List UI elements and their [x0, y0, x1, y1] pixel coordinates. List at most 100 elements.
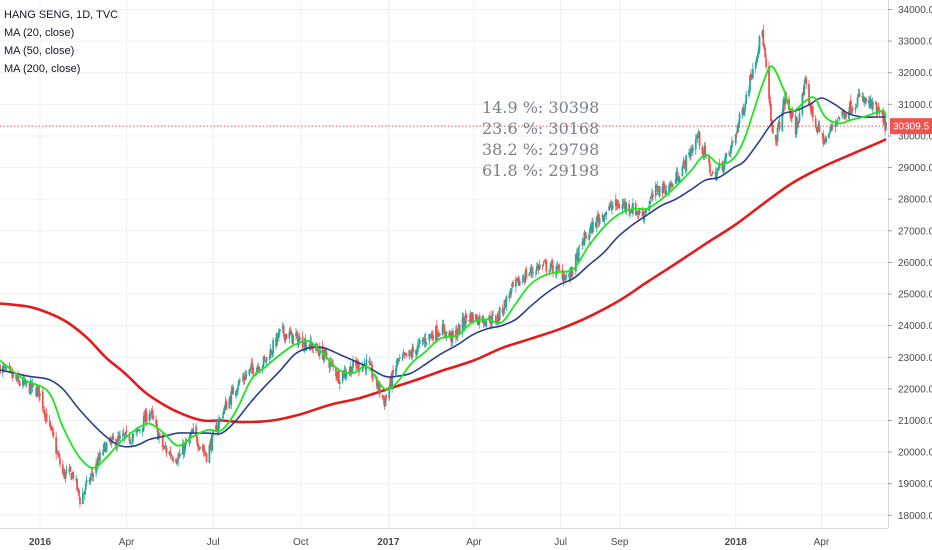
candle-body	[838, 117, 841, 120]
candle-body	[178, 453, 181, 456]
candle-body	[52, 431, 55, 437]
candle-body	[623, 203, 626, 207]
y-tick-label: 23000.0	[898, 353, 932, 364]
candle-body	[468, 320, 471, 321]
candle-body	[525, 269, 528, 278]
candle-body	[584, 232, 587, 238]
candle-body	[662, 181, 665, 194]
candle-body	[421, 339, 424, 342]
candle-body	[641, 211, 644, 216]
candle-body	[64, 472, 67, 479]
candle-body	[125, 430, 128, 433]
y-tick-label: 34000.0	[898, 5, 932, 16]
x-tick-label: 2018	[725, 537, 748, 548]
candle-body	[252, 367, 255, 375]
candle-body	[568, 273, 571, 278]
candle-body	[454, 330, 457, 338]
candle-body	[618, 207, 621, 209]
candle-body	[398, 357, 401, 359]
candle-body	[701, 146, 704, 155]
candle-body	[636, 211, 639, 214]
candle-body	[711, 173, 713, 175]
y-tick-label: 20000.0	[898, 448, 932, 459]
candle-body	[851, 108, 854, 110]
candle-body	[598, 217, 601, 224]
candle-body	[850, 109, 853, 114]
candle-body	[501, 308, 504, 313]
candle-body	[836, 119, 839, 122]
candle-body	[208, 445, 211, 463]
legend-ma-200[interactable]: MA (200, close)	[4, 63, 81, 75]
candle-body	[268, 358, 271, 360]
candle-body	[514, 279, 517, 288]
candle-body	[523, 279, 526, 282]
candle-body	[79, 497, 81, 504]
candle-body	[829, 130, 831, 132]
candle-body	[168, 451, 171, 455]
candle-body	[798, 113, 801, 122]
candle-body	[377, 383, 380, 391]
candle-body	[89, 477, 92, 482]
candle-body	[815, 126, 818, 132]
candle-body	[384, 398, 387, 407]
x-tick-label: Jul	[207, 537, 220, 548]
candle-body	[490, 321, 493, 325]
candle-body	[528, 274, 531, 276]
candle-body	[608, 206, 611, 211]
candle-body	[718, 163, 721, 168]
candle-body	[669, 183, 671, 189]
candle-body	[590, 223, 592, 229]
candle-body	[770, 104, 772, 121]
candle-body	[805, 77, 808, 85]
candle-body	[72, 472, 75, 479]
legend-ma-50[interactable]: MA (50, close)	[4, 45, 75, 57]
candle-body	[604, 213, 607, 216]
candle-body	[781, 111, 784, 131]
candle-body	[335, 367, 337, 376]
price-axis[interactable]: 18000.0 19000.0 20000.0 21000.0 22000.0 23000…	[888, 0, 932, 550]
candle-body	[512, 281, 514, 287]
y-tick-label: 21000.0	[898, 416, 932, 427]
candle-body	[243, 377, 246, 381]
legend-ma-20[interactable]: MA (20, close)	[4, 27, 75, 39]
candle-body	[790, 112, 793, 119]
candle-body	[278, 329, 281, 332]
candle-body	[297, 333, 299, 346]
candle-body	[372, 377, 374, 379]
candle-body	[3, 366, 6, 368]
candle-body	[691, 147, 694, 151]
candle-body	[871, 101, 874, 110]
candle-body	[828, 132, 830, 139]
candle-body	[171, 457, 174, 460]
candle-body	[698, 131, 701, 146]
legend-symbol[interactable]: HANG SENG, 1D, TVC	[4, 9, 119, 21]
candle-body	[112, 435, 115, 440]
candle-body	[355, 360, 357, 365]
candle-body	[731, 142, 733, 148]
candle-body	[21, 378, 24, 386]
candle-body	[683, 160, 686, 162]
candle-body	[169, 451, 172, 456]
candle-body	[877, 107, 880, 111]
candle-body	[404, 353, 407, 355]
candle-body	[581, 240, 584, 246]
candle-body	[538, 264, 541, 269]
x-tick-label: Apr	[119, 537, 135, 548]
candle-body	[818, 124, 821, 132]
candle-body	[357, 362, 360, 371]
time-axis[interactable]: 2016 Apr Jul Oct 2017 Apr Jul Sep 2018 Apr	[0, 528, 888, 549]
candle-body	[652, 194, 654, 198]
candle-body	[256, 367, 258, 374]
candle-body	[517, 276, 520, 286]
candle-body	[615, 199, 618, 207]
candle-body	[181, 444, 184, 455]
candle-body	[609, 203, 611, 205]
chart-legend: HANG SENG, 1D, TVC MA (20, close) MA (50…	[4, 6, 118, 78]
candle-body	[869, 99, 872, 105]
candle-body	[724, 156, 727, 162]
candle-body	[577, 246, 580, 261]
candle-body	[402, 353, 405, 356]
candle-body	[638, 209, 641, 214]
candle-body	[29, 381, 32, 395]
